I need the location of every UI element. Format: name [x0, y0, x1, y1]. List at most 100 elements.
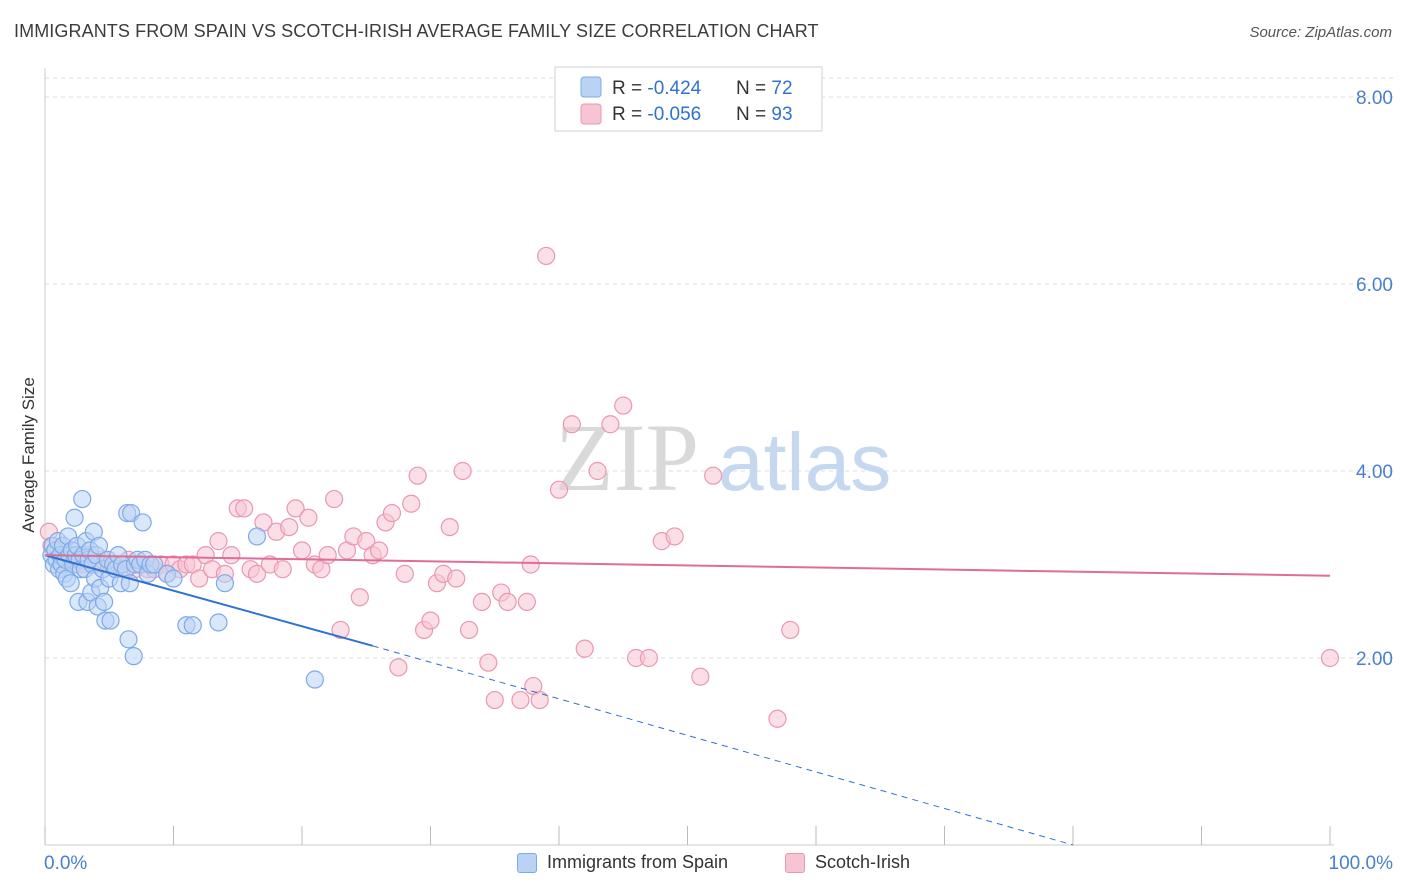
point-scotch-irish-91 [781, 620, 800, 640]
point-spain-52 [119, 630, 138, 649]
point-scotch-irish-67 [472, 592, 491, 612]
point-scotch-irish-46 [331, 620, 350, 640]
point-scotch-irish-81 [588, 461, 607, 481]
legend-r-label-1: R = [612, 78, 647, 99]
point-scotch-irish-45 [325, 489, 344, 509]
point-scotch-irish-69 [485, 690, 504, 710]
y-tick-label-2: 6.00 [1356, 275, 1393, 296]
point-scotch-irish-27 [209, 532, 228, 551]
point-scotch-irish-66 [459, 620, 479, 640]
point-scotch-irish-57 [402, 494, 421, 513]
point-scotch-irish-39 [286, 499, 305, 518]
point-scotch-irish-33 [247, 564, 267, 583]
source-attribution: Source: ZipAtlas.com [1249, 24, 1392, 41]
chart-title: IMMIGRANTS FROM SPAIN VS SCOTCH-IRISH AV… [14, 21, 819, 41]
point-scotch-irish-49 [350, 588, 369, 607]
point-spain-70 [247, 527, 267, 546]
svg-text:R = -0.424: R = -0.424 [612, 78, 702, 99]
trend-lines [44, 554, 1331, 846]
point-scotch-irish-38 [280, 517, 299, 537]
y-tick-label-1: 4.00 [1356, 462, 1393, 483]
svg-text:N = 93: N = 93 [736, 104, 793, 125]
point-scotch-irish-83 [614, 396, 633, 415]
y-tick-label-3: 8.00 [1356, 88, 1393, 109]
point-scotch-irish-29 [222, 546, 241, 565]
trendline-scotch-irish [44, 554, 1331, 577]
point-scotch-irish-80 [575, 639, 594, 658]
svg-text:N = 72: N = 72 [736, 78, 793, 99]
point-spain-24 [73, 489, 92, 509]
point-scotch-irish-90 [768, 709, 787, 728]
point-spain-68 [209, 613, 228, 632]
data-points [39, 246, 1340, 728]
trendline-spain-dashed [372, 645, 1074, 846]
point-scotch-irish-89 [704, 466, 723, 485]
legend-swatch-pink [580, 103, 602, 125]
point-scotch-irish-71 [498, 592, 517, 612]
point-spain-69 [215, 574, 234, 593]
y-tick-labels: 2.00 4.00 6.00 8.00 [1356, 88, 1393, 670]
bottom-legend-spain: Immigrants from Spain [517, 852, 728, 873]
point-scotch-irish-68 [479, 653, 498, 672]
point-scotch-irish-37 [273, 560, 292, 579]
point-scotch-irish-60 [421, 611, 440, 630]
point-spain-40 [95, 592, 114, 612]
point-scotch-irish-77 [537, 246, 556, 266]
point-scotch-irish-85 [639, 648, 659, 668]
point-spain-18 [65, 508, 84, 527]
legend-swatch-spain [517, 852, 537, 873]
point-scotch-irish-79 [562, 415, 581, 434]
point-scotch-irish-72 [511, 690, 530, 710]
axes [44, 68, 1334, 846]
point-spain-44 [101, 611, 120, 630]
point-scotch-irish-58 [408, 466, 427, 485]
point-scotch-irish-54 [382, 503, 402, 523]
point-scotch-irish-52 [370, 541, 389, 560]
legend-n-value-1: 72 [771, 78, 792, 99]
legend-label-spain: Immigrants from Spain [547, 852, 729, 872]
legend-n-label-1: N = [736, 78, 771, 99]
point-spain-67 [183, 616, 202, 635]
point-scotch-irish-65 [453, 461, 472, 481]
legend-box: R = -0.424 N = 72 R = -0.056 N = 93 [554, 66, 823, 132]
point-scotch-irish-40 [292, 541, 312, 560]
point-scotch-irish-56 [395, 564, 414, 583]
legend-n-label-2: N = [736, 104, 771, 125]
point-scotch-irish-82 [601, 415, 620, 434]
point-spain-59 [133, 513, 152, 532]
point-spain-55 [124, 647, 143, 666]
legend-r-label-2: R = [612, 104, 647, 125]
point-spain-65 [164, 569, 183, 588]
legend-label-scotch-irish: Scotch-Irish [815, 852, 911, 872]
point-scotch-irish-31 [235, 499, 254, 518]
watermark-atlas: atlas [718, 417, 891, 508]
trendline-spain-solid [44, 554, 373, 647]
point-scotch-irish-63 [440, 517, 459, 537]
legend-r-value-2: -0.056 [647, 104, 701, 125]
point-scotch-irish-87 [665, 527, 684, 546]
point-scotch-irish-73 [517, 592, 536, 612]
point-scotch-irish-44 [318, 546, 337, 565]
legend-r-value-1: -0.424 [647, 78, 701, 99]
point-scotch-irish-41 [299, 508, 318, 527]
y-axis-title: Average Family Size [19, 377, 38, 533]
x-tick-label-min: 0.0% [44, 853, 87, 874]
point-scotch-irish-88 [691, 667, 710, 686]
point-scotch-irish-76 [530, 690, 549, 710]
point-scotch-irish-24 [190, 569, 209, 588]
legend-swatch-scotch-irish [785, 852, 805, 873]
x-tick-label-max: 100.0% [1329, 853, 1394, 874]
point-spain-37 [89, 536, 109, 555]
point-spain-15 [61, 574, 80, 593]
svg-text:R = -0.056: R = -0.056 [612, 104, 701, 125]
point-scotch-irish-74 [521, 555, 540, 574]
legend-n-value-2: 93 [771, 104, 792, 125]
point-scotch-irish-78 [549, 480, 569, 499]
y-tick-label-0: 2.00 [1356, 649, 1393, 670]
legend-swatch-blue [580, 76, 602, 98]
bottom-legend-scotch-irish: Scotch-Irish [785, 852, 910, 873]
point-scotch-irish-55 [389, 658, 408, 677]
point-scotch-irish-64 [447, 569, 466, 588]
point-spain-71 [305, 670, 324, 689]
